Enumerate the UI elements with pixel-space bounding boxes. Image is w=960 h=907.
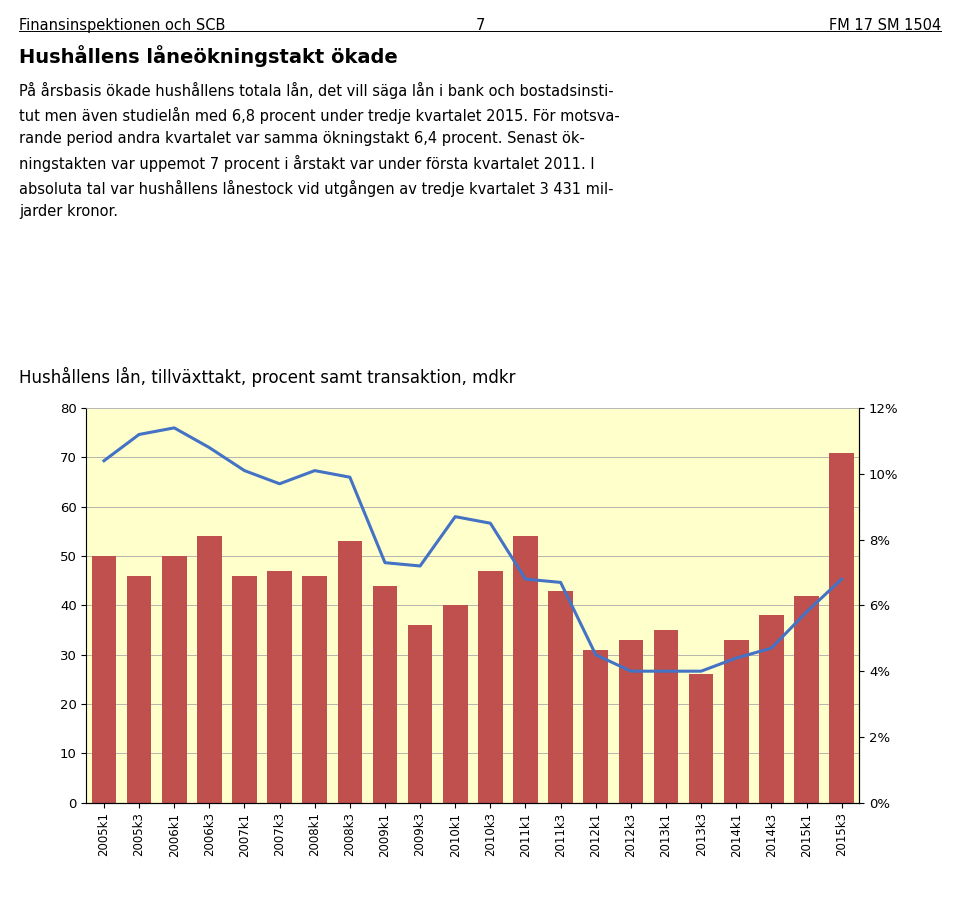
Bar bbox=[338, 541, 362, 803]
Bar bbox=[584, 649, 608, 803]
Bar bbox=[548, 590, 573, 803]
Text: Hushållens lån, tillväxttakt, procent samt transaktion, mdkr: Hushållens lån, tillväxttakt, procent sa… bbox=[19, 367, 516, 387]
Bar bbox=[408, 625, 432, 803]
Text: På årsbasis ökade hushållens totala lån, det vill säga lån i bank och bostadsins: På årsbasis ökade hushållens totala lån,… bbox=[19, 82, 620, 219]
Text: Finansinspektionen och SCB: Finansinspektionen och SCB bbox=[19, 18, 226, 34]
Bar bbox=[232, 576, 256, 803]
Text: FM 17 SM 1504: FM 17 SM 1504 bbox=[828, 18, 941, 34]
Bar bbox=[829, 453, 854, 803]
Bar bbox=[759, 615, 783, 803]
Bar bbox=[197, 536, 222, 803]
Bar bbox=[724, 640, 749, 803]
Bar bbox=[91, 556, 116, 803]
Bar bbox=[127, 576, 152, 803]
Bar bbox=[689, 675, 713, 803]
Bar bbox=[618, 640, 643, 803]
Bar bbox=[478, 571, 503, 803]
Bar bbox=[372, 586, 397, 803]
Bar bbox=[267, 571, 292, 803]
Bar bbox=[794, 596, 819, 803]
Bar bbox=[443, 606, 468, 803]
Bar bbox=[302, 576, 327, 803]
Bar bbox=[654, 630, 679, 803]
Text: Hushållens låneökningstakt ökade: Hushållens låneökningstakt ökade bbox=[19, 45, 398, 67]
Bar bbox=[514, 536, 538, 803]
Bar bbox=[162, 556, 186, 803]
Text: 7: 7 bbox=[475, 18, 485, 34]
